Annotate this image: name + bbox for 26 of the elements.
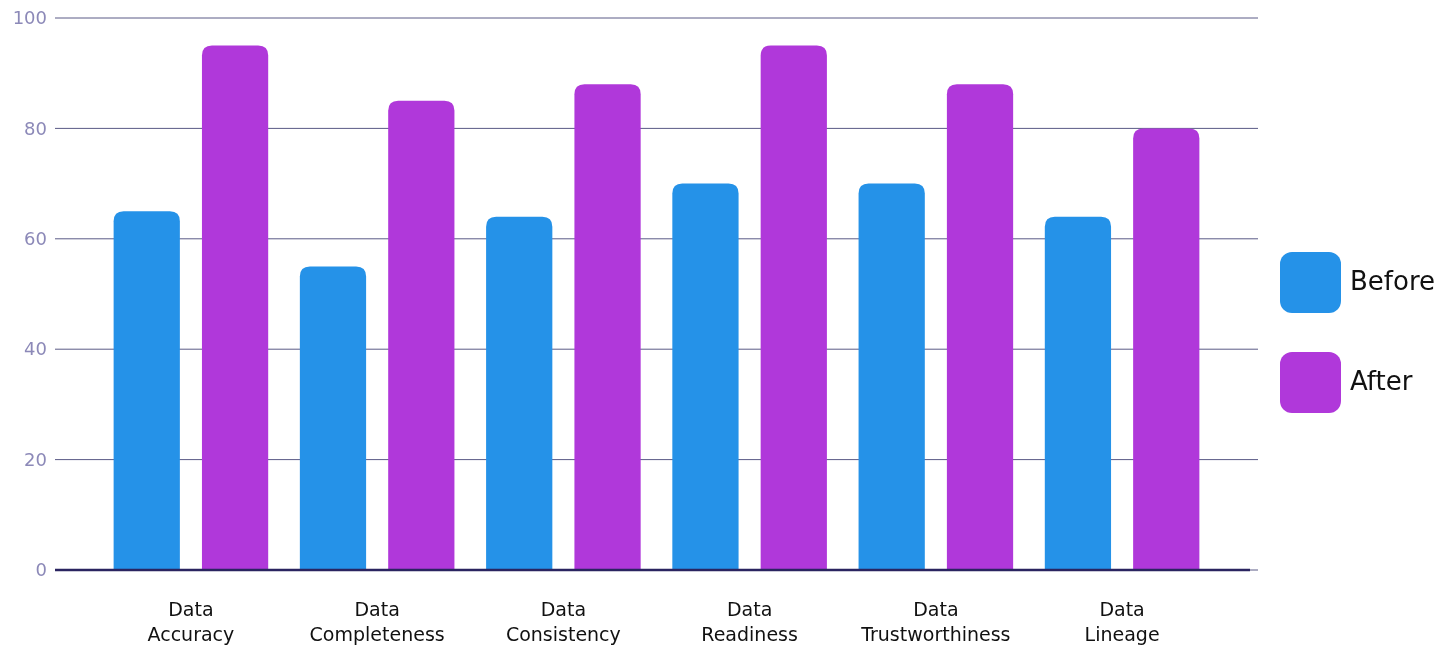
bar [1044, 216, 1112, 570]
y-tick-label: 100 [12, 7, 47, 29]
legend-label: Before [1350, 266, 1436, 296]
y-tick-label: 20 [24, 448, 47, 470]
y-tick-label: 40 [24, 338, 47, 360]
x-tick-label: Data Lineage [1084, 598, 1160, 645]
x-tick-label: Data Consistency [505, 598, 621, 645]
x-tick-label: Data Accuracy [147, 598, 235, 645]
bar [858, 183, 925, 570]
bar [113, 211, 180, 570]
bar [760, 45, 827, 570]
y-tick-label: 80 [24, 117, 47, 139]
bar [574, 84, 641, 570]
bar [388, 100, 455, 570]
y-tick-label: 0 [35, 559, 47, 581]
bar [946, 84, 1014, 570]
bar [299, 266, 367, 570]
x-tick-label: Data Completeness [309, 598, 445, 645]
bar [201, 45, 269, 570]
y-tick-label: 60 [24, 228, 47, 250]
x-tick-label: Data Readiness [701, 598, 798, 645]
bar [1133, 128, 1200, 570]
bar [486, 216, 553, 570]
bar [672, 183, 739, 570]
legend-label: After [1350, 366, 1413, 396]
x-tick-label: Data Trustworthiness [860, 598, 1011, 645]
